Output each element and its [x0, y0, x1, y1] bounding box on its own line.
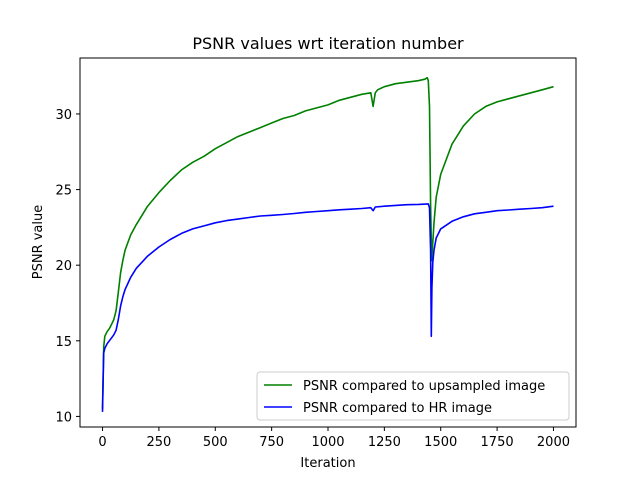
x-tick-label: 1750: [481, 435, 514, 450]
x-tick-label: 1250: [368, 435, 401, 450]
x-tick-label: 1000: [311, 435, 344, 450]
x-tick-label: 250: [146, 435, 171, 450]
y-axis-ticks: 10 15 20 25 30: [55, 108, 80, 425]
y-tick-label: 15: [55, 335, 72, 350]
x-tick-label: 500: [203, 435, 228, 450]
x-tick-label: 750: [259, 435, 284, 450]
legend-label-hr: PSNR compared to HR image: [303, 401, 492, 416]
x-axis-ticks: 0 250 500 750 1000 1250 1500 1750 2000: [98, 427, 570, 450]
series-line-upsampled: [101, 76, 554, 409]
y-tick-label: 25: [55, 184, 72, 199]
x-tick-label: 0: [98, 435, 106, 450]
legend-label-upsampled: PSNR compared to upsampled image: [303, 379, 545, 394]
y-axis-title: PSNR value: [31, 205, 46, 280]
y-tick-label: 30: [55, 108, 72, 123]
series-line-hr: [101, 203, 554, 412]
y-tick-label: 10: [55, 410, 72, 425]
y-tick-label: 20: [55, 259, 72, 274]
x-tick-label: 2000: [537, 435, 570, 450]
plot-lines: [101, 76, 554, 412]
x-tick-label: 1500: [424, 435, 457, 450]
chart-title: PSNR values wrt iteration number: [192, 34, 464, 53]
legend: PSNR compared to upsampled image PSNR co…: [256, 371, 570, 421]
legend-box: [256, 371, 570, 421]
x-axis-title: Iteration: [300, 456, 355, 471]
